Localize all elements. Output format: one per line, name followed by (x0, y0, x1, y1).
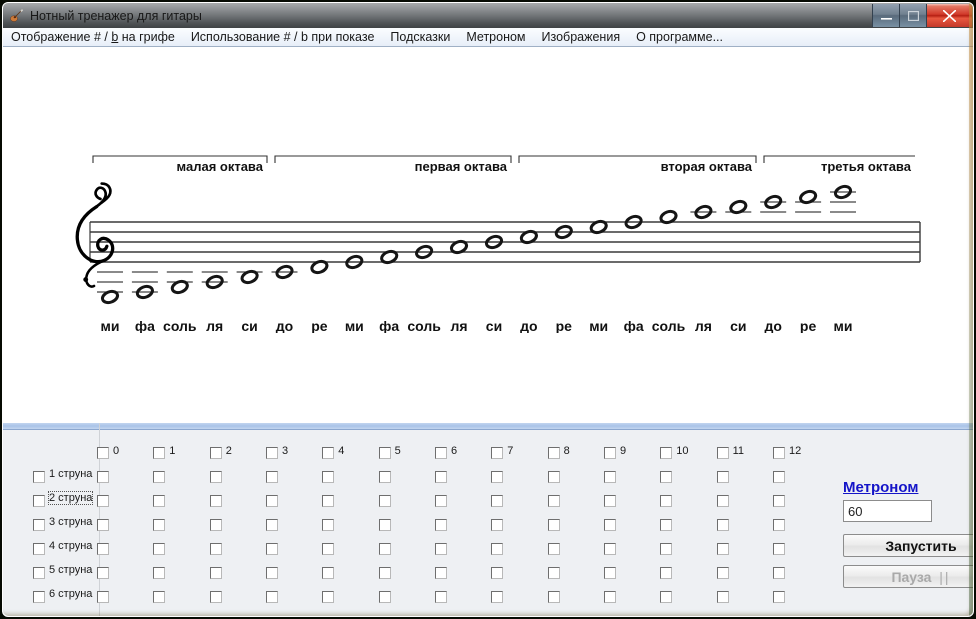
svg-text:ре: ре (800, 318, 817, 333)
svg-text:си: си (730, 318, 746, 333)
svg-text:вторая октава: вторая октава (661, 159, 753, 174)
svg-text:си: си (241, 318, 257, 333)
svg-text:ре: ре (556, 318, 573, 333)
svg-text:до: до (276, 318, 293, 333)
svg-text:малая октава: малая октава (177, 159, 264, 174)
svg-text:ми: ми (345, 318, 364, 333)
svg-text:до: до (520, 318, 537, 333)
svg-text:ми: ми (101, 318, 120, 333)
svg-text:ми: ми (589, 318, 608, 333)
svg-text:третья октава: третья октава (821, 159, 912, 174)
svg-text:ре: ре (311, 318, 328, 333)
svg-text:до: до (764, 318, 781, 333)
svg-text:первая октава: первая октава (415, 159, 508, 174)
svg-text:ми: ми (834, 318, 853, 333)
svg-text:соль: соль (652, 318, 686, 333)
svg-text:фа: фа (379, 318, 399, 333)
svg-text:соль: соль (407, 318, 441, 333)
svg-text:ля: ля (695, 318, 712, 333)
svg-text:си: си (486, 318, 502, 333)
svg-text:фа: фа (624, 318, 644, 333)
svg-text:ля: ля (450, 318, 467, 333)
svg-text:ля: ля (206, 318, 223, 333)
svg-text:соль: соль (163, 318, 197, 333)
svg-text:фа: фа (135, 318, 155, 333)
